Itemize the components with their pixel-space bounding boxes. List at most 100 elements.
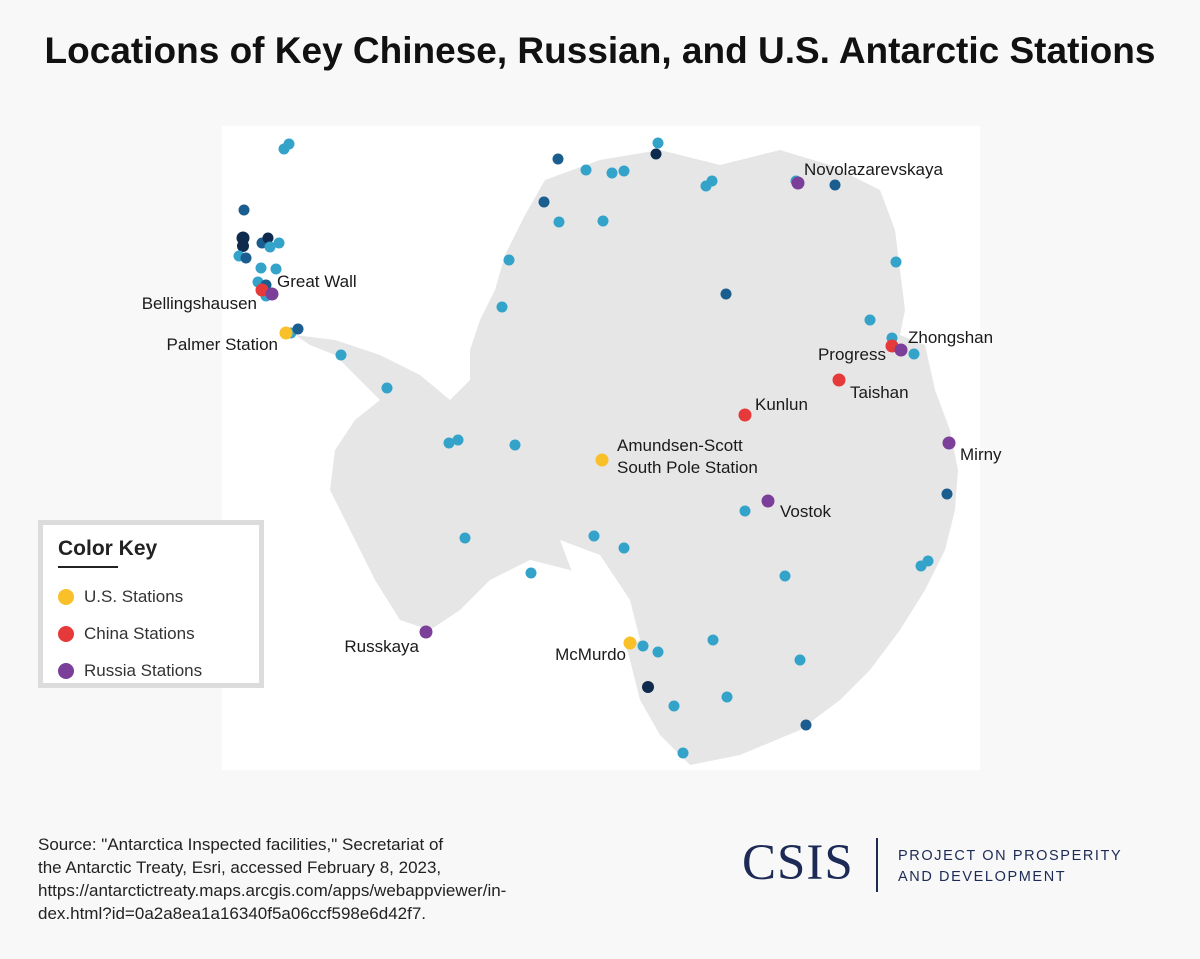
station-dot (794, 654, 806, 666)
amundsen-scott-marker[interactable] (595, 453, 609, 467)
station-dot (525, 567, 537, 579)
logo-divider (876, 838, 878, 892)
kunlun-marker[interactable] (738, 408, 752, 422)
label-mcmurdo: McMurdo (555, 645, 626, 664)
legend-item-russia: Russia Stations (58, 661, 202, 681)
station-dot (668, 700, 680, 712)
station-dot (335, 349, 347, 361)
station-dot (278, 143, 290, 155)
station-dot (238, 204, 250, 216)
station-dot (443, 437, 455, 449)
legend-dot-us (58, 589, 74, 605)
label-great-wall: Great Wall (277, 272, 357, 291)
novolazarevskaya-marker[interactable] (791, 176, 805, 190)
ross-sea-inlet (560, 540, 640, 650)
label-kunlun: Kunlun (755, 395, 808, 414)
color-key-legend: Color Key U.S. Stations China Stations R… (38, 520, 264, 688)
label-vostok: Vostok (780, 502, 832, 521)
station-dot (552, 153, 564, 165)
antarctica-landmass (295, 150, 958, 765)
station-dot (637, 640, 649, 652)
station-dot (588, 530, 600, 542)
logo-subtitle: PROJECT ON PROSPERITY AND DEVELOPMENT (898, 846, 1122, 888)
station-dot (538, 196, 550, 208)
station-dot (864, 314, 876, 326)
station-dot (262, 232, 274, 244)
station-dot (642, 681, 654, 693)
palmer-station-marker[interactable] (279, 326, 293, 340)
source-line-2: the Antarctic Treaty, Esri, accessed Feb… (38, 858, 442, 877)
legend-label-us: U.S. Stations (84, 587, 184, 606)
bellingshausen-marker[interactable] (265, 287, 279, 301)
station-dot (908, 348, 920, 360)
taishan-marker[interactable] (832, 373, 846, 387)
label-progress: Progress (818, 345, 886, 364)
station-dot (677, 747, 689, 759)
label-zhongshan: Zhongshan (908, 328, 993, 347)
station-dot (800, 719, 812, 731)
label-mirny: Mirny (960, 445, 1002, 464)
station-dot (270, 263, 282, 275)
source-line-3: https://antarctictreaty.maps.arcgis.com/… (38, 881, 507, 900)
progress-marker[interactable] (894, 343, 908, 357)
label-amundsen-1: Amundsen-Scott (617, 436, 743, 455)
station-dot (941, 488, 953, 500)
station-dot (553, 216, 565, 228)
source-note: Source: "Antarctica Inspected facilities… (38, 833, 598, 925)
station-dot (264, 241, 276, 253)
source-line-4: dex.html?id=0a2a8ea1a16340f5a06ccf598e6d… (38, 904, 427, 923)
legend-title: Color Key (58, 537, 158, 560)
station-dot (721, 691, 733, 703)
station-dot (652, 646, 664, 658)
station-dot (739, 505, 751, 517)
station-dot (707, 634, 719, 646)
legend-item-us: U.S. Stations (58, 587, 183, 607)
legend-item-china: China Stations (58, 624, 195, 644)
station-dot (829, 179, 841, 191)
source-line-1: Source: "Antarctica Inspected facilities… (38, 835, 444, 854)
station-dot (381, 382, 393, 394)
mcmurdo-marker[interactable] (623, 636, 637, 650)
station-dot (706, 175, 718, 187)
label-palmer: Palmer Station (167, 335, 279, 354)
station-labels: Great Wall Bellingshausen Palmer Station… (142, 160, 1002, 664)
station-dot (459, 532, 471, 544)
label-bellingshausen: Bellingshausen (142, 294, 257, 313)
station-dot (509, 439, 521, 451)
station-dot (597, 215, 609, 227)
station-dot (240, 252, 252, 264)
logo-sub-line-2: AND DEVELOPMENT (898, 869, 1067, 885)
russkaya-marker[interactable] (419, 625, 433, 639)
station-dot (779, 570, 791, 582)
station-dot (652, 137, 664, 149)
csis-logo: CSIS (742, 835, 854, 891)
station-dot (452, 434, 464, 446)
legend-underline (58, 566, 118, 568)
label-russkaya: Russkaya (344, 637, 419, 656)
station-dot (890, 256, 902, 268)
station-dot (618, 165, 630, 177)
station-dot (922, 555, 934, 567)
vostok-marker[interactable] (761, 494, 775, 508)
label-novolazarevskaya: Novolazarevskaya (804, 160, 943, 179)
label-taishan: Taishan (850, 383, 909, 402)
legend-label-china: China Stations (84, 624, 195, 643)
key-stations (255, 176, 956, 650)
legend-label-russia: Russia Stations (84, 661, 203, 680)
station-dot (650, 148, 662, 160)
station-dot (618, 542, 630, 554)
station-dot (292, 323, 304, 335)
label-amundsen-2: South Pole Station (617, 458, 758, 477)
mirny-marker[interactable] (942, 436, 956, 450)
station-dot (606, 167, 618, 179)
logo-sub-line-1: PROJECT ON PROSPERITY (898, 848, 1123, 864)
station-dot (255, 262, 267, 274)
station-dot (720, 288, 732, 300)
other-stations (233, 137, 953, 759)
great-wall-marker[interactable] (255, 283, 269, 297)
station-dot (496, 301, 508, 313)
legend-dot-china (58, 626, 74, 642)
map-title: Locations of Key Chinese, Russian, and U… (44, 30, 1156, 71)
station-dot (273, 237, 285, 249)
